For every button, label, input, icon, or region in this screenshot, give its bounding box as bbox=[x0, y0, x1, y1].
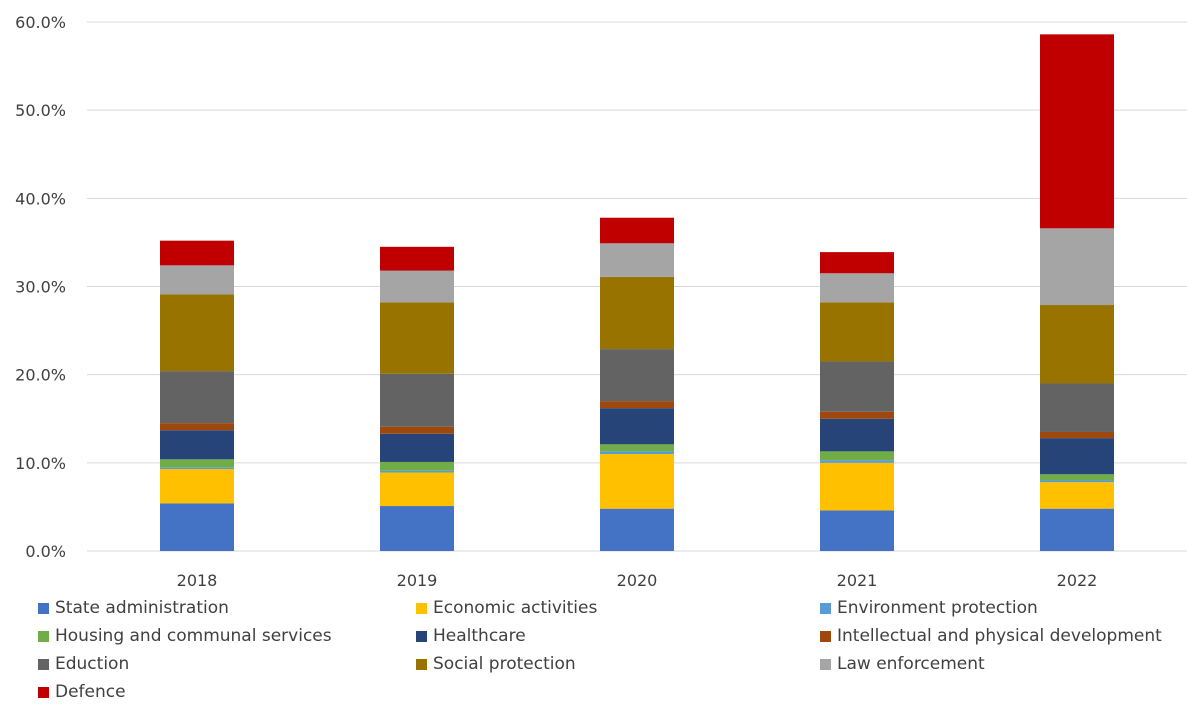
legend-label: Healthcare bbox=[433, 626, 526, 646]
legend-swatch bbox=[820, 602, 831, 614]
legend-label: Economic activities bbox=[433, 598, 598, 618]
bar-segment-state-administration-2021 bbox=[820, 510, 894, 551]
bar-segment-law-enforcement-2019 bbox=[380, 270, 454, 303]
bar-segment-defence-2021 bbox=[820, 252, 894, 274]
bar-segment-housing-and-communal-services-2021 bbox=[820, 451, 894, 461]
y-axis-tick-labels: 0.0% 10.0% 20.0% 30.0% 40.0% 50.0% 60.0% bbox=[15, 13, 66, 561]
legend-item: Economic activities bbox=[416, 596, 597, 620]
bar-segment-social-protection-2019 bbox=[380, 302, 454, 374]
bar-segment-law-enforcement-2018 bbox=[160, 265, 234, 295]
legend-label: Social protection bbox=[433, 654, 576, 674]
bar-segment-intellectual-and-physical-development-2021 bbox=[820, 411, 894, 419]
bar-segment-social-protection-2022 bbox=[1040, 305, 1114, 384]
bar-segment-healthcare-2022 bbox=[1040, 438, 1114, 475]
legend: State administration Economic activities E… bbox=[38, 596, 1187, 722]
y-tick-label: 30.0% bbox=[15, 278, 66, 297]
legend-swatch bbox=[38, 630, 49, 642]
legend-item: Housing and communal services bbox=[38, 624, 332, 648]
bar-segment-eduction-2018 bbox=[160, 371, 234, 424]
bar-segment-housing-and-communal-services-2022 bbox=[1040, 474, 1114, 481]
legend-swatch bbox=[416, 602, 427, 614]
bar-segment-law-enforcement-2022 bbox=[1040, 228, 1114, 306]
legend-swatch bbox=[38, 658, 49, 670]
bar-segment-eduction-2020 bbox=[600, 349, 674, 402]
bar-segment-intellectual-and-physical-development-2018 bbox=[160, 423, 234, 431]
legend-item: State administration bbox=[38, 596, 229, 620]
bar-segment-healthcare-2018 bbox=[160, 430, 234, 460]
x-axis-tick-labels: 2018 2019 2020 2021 2022 bbox=[177, 571, 1098, 590]
legend-label: State administration bbox=[55, 598, 229, 618]
bar-segment-social-protection-2018 bbox=[160, 294, 234, 372]
bar-segment-housing-and-communal-services-2019 bbox=[380, 461, 454, 471]
bar-segment-housing-and-communal-services-2018 bbox=[160, 459, 234, 468]
bar-segment-state-administration-2020 bbox=[600, 508, 674, 551]
bar-segment-environment-protection-2022 bbox=[1040, 480, 1114, 483]
bar-segment-economic-activities-2018 bbox=[160, 469, 234, 504]
legend-item: Environment protection bbox=[820, 596, 1038, 620]
bar-segment-state-administration-2019 bbox=[380, 506, 454, 551]
x-tick-label: 2022 bbox=[1057, 571, 1098, 590]
bar-segment-eduction-2022 bbox=[1040, 383, 1114, 432]
legend-label: Law enforcement bbox=[837, 654, 985, 674]
bar-segment-economic-activities-2021 bbox=[820, 462, 894, 511]
legend-item: Healthcare bbox=[416, 624, 526, 648]
bar-segment-law-enforcement-2021 bbox=[820, 273, 894, 303]
y-tick-label: 60.0% bbox=[15, 13, 66, 32]
bar-segment-law-enforcement-2020 bbox=[600, 243, 674, 277]
legend-label: Housing and communal services bbox=[55, 626, 332, 646]
y-tick-label: 0.0% bbox=[25, 542, 66, 561]
legend-label: Intellectual and physical development bbox=[837, 626, 1162, 646]
x-tick-label: 2020 bbox=[617, 571, 658, 590]
bar-segment-healthcare-2020 bbox=[600, 408, 674, 445]
y-tick-label: 40.0% bbox=[15, 189, 66, 208]
bar-segment-environment-protection-2019 bbox=[380, 470, 454, 473]
legend-swatch bbox=[38, 602, 49, 614]
bar-segment-environment-protection-2018 bbox=[160, 467, 234, 470]
x-tick-label: 2021 bbox=[837, 571, 878, 590]
bar-segment-intellectual-and-physical-development-2020 bbox=[600, 401, 674, 409]
bar-segment-state-administration-2018 bbox=[160, 503, 234, 551]
legend-item: Law enforcement bbox=[820, 652, 985, 676]
bars bbox=[160, 34, 1114, 551]
legend-swatch bbox=[820, 630, 831, 642]
legend-label: Defence bbox=[55, 682, 126, 702]
y-tick-label: 50.0% bbox=[15, 101, 66, 120]
bar-segment-economic-activities-2020 bbox=[600, 454, 674, 509]
bar-segment-housing-and-communal-services-2020 bbox=[600, 444, 674, 452]
bar-segment-defence-2022 bbox=[1040, 34, 1114, 229]
bar-segment-eduction-2019 bbox=[380, 373, 454, 427]
stacked-bar-chart: 0.0%10.0%20.0%30.0%40.0%50.0%60.0% 2018 2… bbox=[15, 13, 1187, 590]
bar-segment-healthcare-2019 bbox=[380, 433, 454, 462]
bar-segment-social-protection-2020 bbox=[600, 276, 674, 350]
legend-label: Environment protection bbox=[837, 598, 1038, 618]
bar-segment-defence-2020 bbox=[600, 217, 674, 244]
bar-segment-eduction-2021 bbox=[820, 361, 894, 412]
y-tick-label: 10.0% bbox=[15, 454, 66, 473]
legend-swatch bbox=[820, 658, 831, 670]
bar-segment-healthcare-2021 bbox=[820, 418, 894, 452]
y-tick-label: 20.0% bbox=[15, 366, 66, 385]
bar-segment-state-administration-2022 bbox=[1040, 508, 1114, 551]
bar-segment-economic-activities-2019 bbox=[380, 472, 454, 507]
bar-segment-environment-protection-2021 bbox=[820, 460, 894, 463]
legend-label: Eduction bbox=[55, 654, 130, 674]
bar-segment-intellectual-and-physical-development-2022 bbox=[1040, 431, 1114, 439]
legend-item: Intellectual and physical development bbox=[820, 624, 1162, 648]
legend-swatch bbox=[416, 658, 427, 670]
bar-segment-environment-protection-2020 bbox=[600, 451, 674, 455]
legend-item: Defence bbox=[38, 680, 126, 704]
legend-swatch bbox=[416, 630, 427, 642]
legend-item: Eduction bbox=[38, 652, 129, 676]
bar-segment-social-protection-2021 bbox=[820, 302, 894, 362]
x-tick-label: 2018 bbox=[177, 571, 218, 590]
legend-swatch bbox=[38, 686, 49, 698]
bar-segment-economic-activities-2022 bbox=[1040, 482, 1114, 509]
bar-segment-defence-2018 bbox=[160, 240, 234, 266]
x-tick-label: 2019 bbox=[397, 571, 438, 590]
legend-item: Social protection bbox=[416, 652, 576, 676]
bar-segment-defence-2019 bbox=[380, 246, 454, 271]
bar-segment-intellectual-and-physical-development-2019 bbox=[380, 426, 454, 434]
